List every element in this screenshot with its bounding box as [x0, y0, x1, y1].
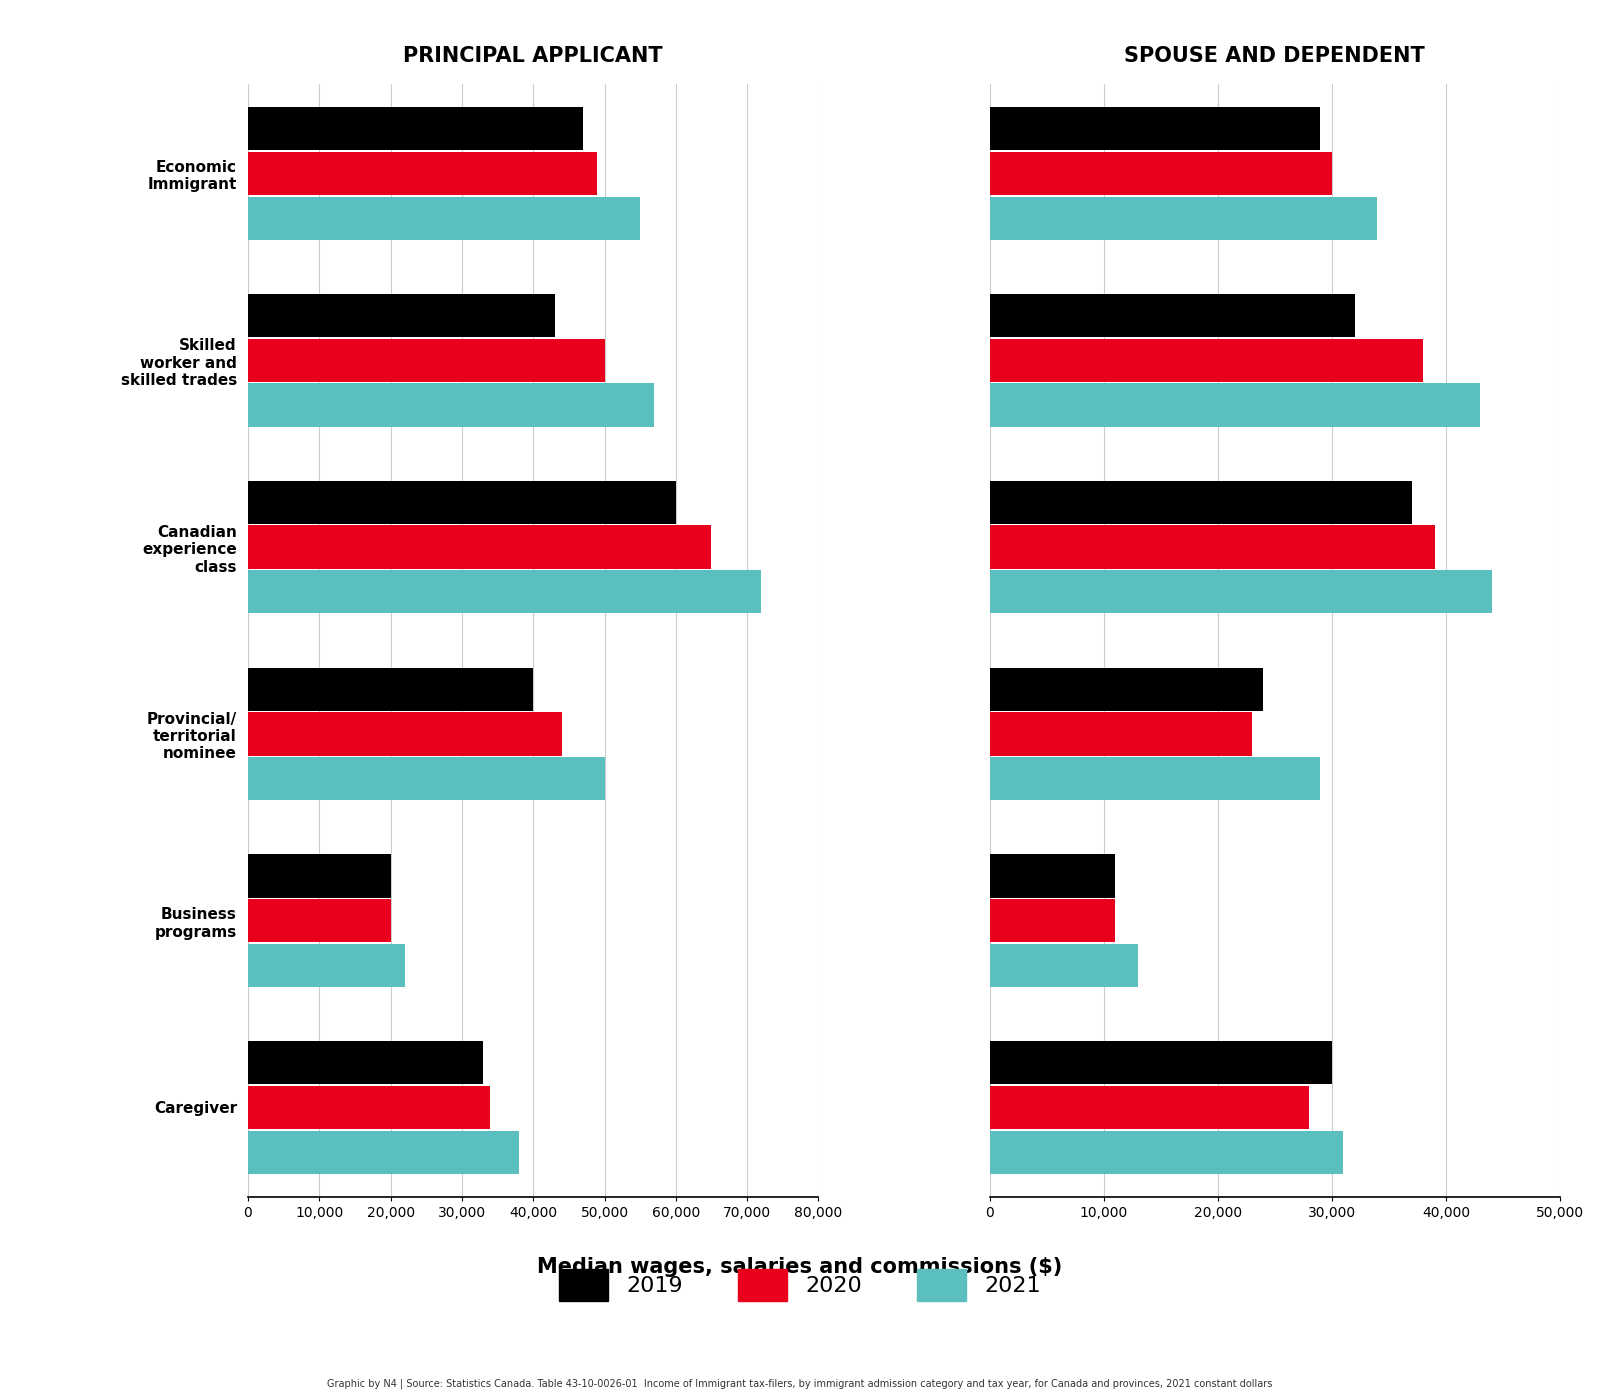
- Bar: [989, 757, 1320, 801]
- Bar: [989, 713, 1251, 756]
- Bar: [248, 1131, 518, 1173]
- Text: Graphic by N4 | Source: Statistics Canada. Table 43-10-0026-01  Income of Immigr: Graphic by N4 | Source: Statistics Canad…: [328, 1378, 1272, 1389]
- Bar: [989, 1042, 1331, 1085]
- Bar: [989, 944, 1138, 987]
- Bar: [989, 668, 1264, 711]
- Bar: [248, 570, 762, 613]
- Bar: [248, 525, 712, 568]
- Bar: [248, 757, 605, 801]
- Title: PRINCIPAL APPLICANT: PRINCIPAL APPLICANT: [403, 46, 662, 66]
- Bar: [248, 108, 582, 150]
- Bar: [989, 899, 1115, 942]
- Bar: [989, 854, 1115, 897]
- Bar: [248, 1042, 483, 1085]
- Bar: [248, 668, 533, 711]
- Bar: [248, 944, 405, 987]
- Bar: [989, 196, 1378, 239]
- Bar: [989, 294, 1355, 337]
- Bar: [989, 339, 1422, 382]
- Bar: [989, 1131, 1344, 1173]
- Bar: [989, 384, 1480, 427]
- Bar: [989, 480, 1411, 524]
- Bar: [248, 899, 390, 942]
- Bar: [248, 339, 605, 382]
- Bar: [989, 1086, 1309, 1128]
- Bar: [248, 713, 562, 756]
- Bar: [248, 294, 555, 337]
- Legend: 2019, 2020, 2021: 2019, 2020, 2021: [549, 1259, 1051, 1312]
- Bar: [248, 384, 654, 427]
- Bar: [248, 480, 675, 524]
- Text: Median wages, salaries and commissions ($): Median wages, salaries and commissions (…: [538, 1257, 1062, 1277]
- Bar: [989, 153, 1331, 195]
- Title: SPOUSE AND DEPENDENT: SPOUSE AND DEPENDENT: [1125, 46, 1426, 66]
- Bar: [248, 1086, 491, 1128]
- Bar: [248, 854, 390, 897]
- Bar: [989, 525, 1435, 568]
- Bar: [989, 570, 1491, 613]
- Bar: [989, 108, 1320, 150]
- Bar: [248, 153, 597, 195]
- Bar: [248, 196, 640, 239]
